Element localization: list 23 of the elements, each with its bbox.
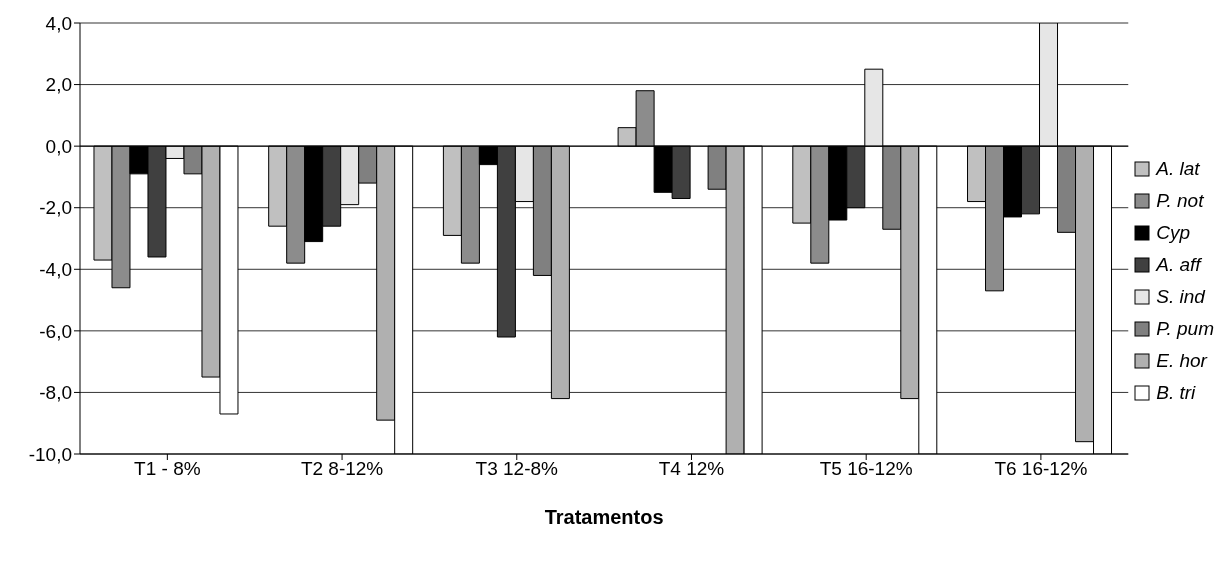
x-axis-title: Tratamentos [544, 506, 664, 528]
y-tick-label: 4,0 [45, 12, 72, 34]
x-tick-label: T2 8-12% [300, 458, 384, 480]
legend-label: E. hor [1156, 350, 1207, 372]
x-tick-label: T4 12% [658, 458, 725, 480]
legend-label: A. lat [1156, 158, 1200, 180]
x-tick-label: T1 - 8% [134, 458, 201, 480]
legend-label: S. ind [1156, 286, 1205, 308]
x-tick-label: T3 12-8% [475, 458, 559, 480]
legend-label: B. tri [1156, 382, 1196, 404]
legend-label: A. aff [1156, 254, 1201, 276]
x-tick-label: T6 16-12% [994, 458, 1088, 480]
y-tick-label: -8,0 [39, 382, 72, 404]
y-tick-label: 2,0 [45, 74, 72, 96]
y-tick-label: -10,0 [28, 443, 72, 465]
y-tick-label: -6,0 [39, 320, 72, 342]
y-tick-label: 0,0 [45, 135, 72, 157]
legend-label: P. pum [1156, 318, 1214, 340]
legend-label: P. not [1156, 190, 1204, 212]
y-tick-label: -4,0 [39, 259, 72, 281]
x-tick-label: T5 16-12% [819, 458, 913, 480]
legend-label: Cyp [1156, 222, 1191, 244]
y-tick-label: -2,0 [39, 197, 72, 219]
